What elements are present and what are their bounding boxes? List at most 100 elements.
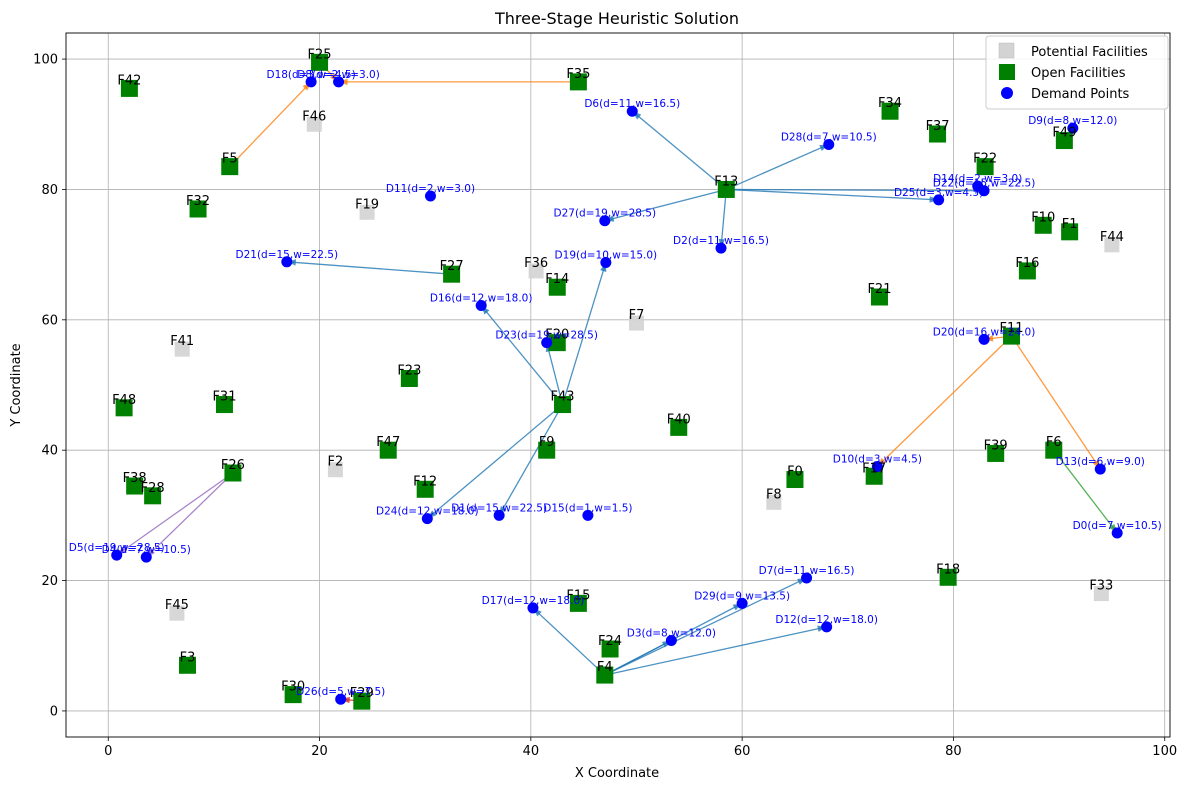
open-facility-marker xyxy=(379,441,397,459)
demand-label: D5(d=19,w=28.5) xyxy=(69,542,165,554)
facility-label: F23 xyxy=(397,363,421,378)
facility-label: F0 xyxy=(787,465,803,480)
potential-facility-marker xyxy=(327,462,343,478)
facility-markers xyxy=(115,53,1120,710)
demand-label: D28(d=7,w=10.5) xyxy=(781,131,877,143)
open-facility-marker xyxy=(865,467,883,485)
demand-point-marker xyxy=(493,509,505,521)
demand-label: D16(d=12,w=18.0) xyxy=(430,292,533,304)
axis-ticks: 0 20 40 60 80 100 0 20 40 60 80 100 xyxy=(33,53,1177,759)
facility-label: F9 xyxy=(539,435,555,450)
assignment-line xyxy=(604,577,807,676)
demand-point-marker xyxy=(665,635,677,647)
demand-label: D1(d=15,w=22.5) xyxy=(451,502,547,514)
open-facility-marker xyxy=(1061,223,1079,241)
demand-label: D4(d=7,w=10.5) xyxy=(102,544,191,556)
demand-point-marker xyxy=(933,194,945,206)
demand-label: D10(d=3,w=4.5) xyxy=(833,453,922,465)
demand-point-marker xyxy=(335,693,347,705)
facility-label: F10 xyxy=(1031,210,1055,225)
demand-label: D29(d=9,w=13.5) xyxy=(694,590,790,602)
open-facility-marker xyxy=(311,53,329,71)
chart-title: Three-Stage Heuristic Solution xyxy=(494,9,739,28)
assignment-line xyxy=(720,189,727,249)
open-facility-marker xyxy=(601,640,619,658)
open-facility-marker xyxy=(987,444,1005,462)
y-tick-label: 100 xyxy=(33,53,58,68)
facility-label: F30 xyxy=(281,680,305,695)
assignment-line xyxy=(1053,449,1118,534)
assignment-line xyxy=(726,188,985,192)
open-facility-marker xyxy=(178,656,196,674)
demand-point-marker xyxy=(1094,463,1106,475)
demand-point-marker xyxy=(823,138,835,150)
demand-point-marker xyxy=(111,549,123,561)
open-facility-marker xyxy=(120,79,138,97)
demand-markers xyxy=(111,76,1123,705)
y-tick-label: 0 xyxy=(50,704,58,719)
grid xyxy=(66,33,1170,737)
demand-label: D19(d=10,w=15.0) xyxy=(555,249,658,261)
facility-label: F6 xyxy=(1046,435,1062,450)
potential-facility-marker xyxy=(528,263,544,279)
assignment-line xyxy=(229,81,312,168)
facility-label: F28 xyxy=(141,481,165,496)
potential-facility-marker xyxy=(1104,237,1120,253)
assignment-line xyxy=(631,110,727,190)
facility-label: F32 xyxy=(186,194,210,209)
open-facility-marker xyxy=(215,396,233,414)
y-tick-label: 60 xyxy=(41,313,58,328)
open-facility-marker xyxy=(717,180,735,198)
open-facility-marker xyxy=(596,666,614,684)
facility-label: F26 xyxy=(221,458,245,473)
assignment-line xyxy=(532,607,606,676)
open-facility-marker xyxy=(881,102,899,120)
facility-label: F49 xyxy=(1052,126,1076,141)
assignment-line xyxy=(726,188,939,201)
y-tick-label: 20 xyxy=(41,574,58,589)
legend: Potential Facilities Open Facilities Dem… xyxy=(985,35,1169,110)
assignment-line xyxy=(1010,335,1101,470)
point-labels: F0 F1 F2 F3 F4 F5 F6 F7 F8 F9 F10 F11 F12 F13 F14 F15 F1… xyxy=(69,47,1162,701)
demand-label: D21(d=15,w=22.5) xyxy=(236,249,339,261)
facility-label: F25 xyxy=(308,47,332,62)
open-facility-marker xyxy=(870,288,888,306)
assignment-line xyxy=(426,404,563,520)
facility-label: F1 xyxy=(1062,217,1078,232)
demand-point-marker xyxy=(527,602,539,614)
assignment-links xyxy=(116,61,1118,704)
x-tick-label: 20 xyxy=(311,744,328,759)
open-facility-marker xyxy=(548,334,566,352)
demand-label: D24(d=12,w=18.0) xyxy=(376,506,479,518)
potential-facility-marker xyxy=(628,315,644,331)
facility-label: F15 xyxy=(566,588,590,603)
open-facility-marker xyxy=(1034,216,1052,234)
facility-label: F24 xyxy=(598,634,622,649)
facility-label: F29 xyxy=(350,686,374,701)
demand-label: D12(d=12,w=18.0) xyxy=(775,614,878,626)
facility-label: F7 xyxy=(629,308,645,323)
legend-box xyxy=(985,35,1169,110)
x-axis-label: X Coordinate xyxy=(575,766,659,781)
facility-label: F36 xyxy=(524,256,548,271)
demand-point-marker xyxy=(599,215,611,227)
assignment-line xyxy=(561,262,607,405)
assignment-line xyxy=(726,143,830,191)
facility-label: F35 xyxy=(566,67,590,82)
facility-label: F14 xyxy=(545,272,569,287)
demand-label: D26(d=5,w=7.5) xyxy=(296,686,385,698)
open-facility-marker xyxy=(786,471,804,489)
open-facility-marker xyxy=(189,200,207,218)
facility-label: F12 xyxy=(413,474,437,489)
legend-demand-marker xyxy=(1001,87,1013,99)
demand-point-marker xyxy=(600,256,612,268)
potential-facility-marker xyxy=(169,605,185,621)
open-facility-marker xyxy=(221,158,239,176)
demand-label: D6(d=11,w=16.5) xyxy=(584,98,680,110)
facility-label: F46 xyxy=(302,109,326,124)
demand-point-marker xyxy=(305,76,317,88)
demand-point-marker xyxy=(978,185,990,197)
legend-demand-label: Demand Points xyxy=(1031,87,1130,102)
